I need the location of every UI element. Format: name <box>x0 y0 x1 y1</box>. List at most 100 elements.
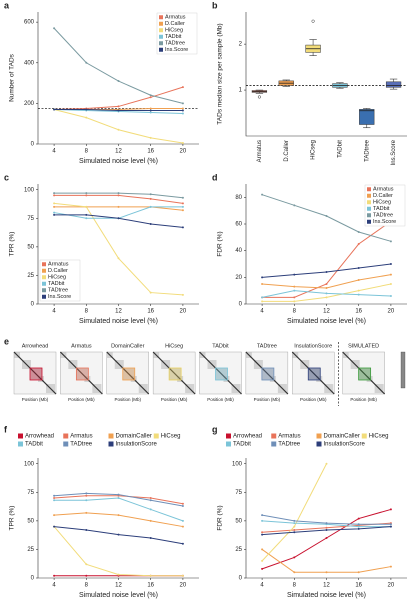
data-point <box>389 240 392 243</box>
x-tick-label: 8 <box>85 583 89 589</box>
data-point <box>85 61 88 64</box>
x-tick-label: 8 <box>85 309 89 315</box>
data-point <box>181 205 184 208</box>
y-axis-label: FDR (%) <box>217 231 224 256</box>
y-tick-label: 75 <box>235 490 242 496</box>
data-point <box>325 296 328 299</box>
map-title: Armatus <box>71 343 92 349</box>
legend-swatch <box>42 294 46 299</box>
map-diagonal <box>199 351 242 395</box>
legend-label: D.Caller <box>165 21 185 27</box>
legend-swatch <box>367 187 371 192</box>
data-point <box>325 529 328 531</box>
axis-line <box>245 458 407 579</box>
data-point <box>181 107 184 110</box>
legend-label: Ins.Score <box>165 47 188 53</box>
data-point <box>53 202 56 205</box>
map-title: SIMULATED <box>348 343 379 349</box>
data-point <box>181 141 184 144</box>
map-highlight <box>307 367 321 381</box>
panel-label: f <box>4 424 8 434</box>
data-point <box>149 519 152 522</box>
legend-label: HiCseg <box>373 200 391 206</box>
data-point <box>53 499 56 502</box>
data-point <box>149 136 152 139</box>
data-point <box>261 283 264 285</box>
map-highlight <box>261 367 275 381</box>
legend-swatch <box>108 433 114 439</box>
data-point <box>293 571 296 574</box>
data-point <box>85 494 88 497</box>
y-tick-label: 0 <box>31 302 35 308</box>
data-point <box>325 522 328 525</box>
data-point <box>53 574 56 577</box>
y-tick-label: 50 <box>27 518 34 524</box>
data-point <box>149 497 152 499</box>
data-point <box>117 80 120 83</box>
data-point <box>53 27 56 30</box>
data-point <box>53 497 56 499</box>
x-tick-label: 20 <box>388 309 395 315</box>
data-point <box>293 289 296 292</box>
y-axis-label: TPR (%) <box>9 506 16 531</box>
legend-label: Armatus <box>278 434 300 440</box>
legend-box <box>39 259 81 302</box>
legend-label: Armatus <box>48 262 69 268</box>
legend-label: TADbit <box>165 34 182 40</box>
legend-label: Ins.Score <box>373 219 396 225</box>
x-tick-label: 4 <box>52 309 56 315</box>
x-tick-label: 20 <box>180 149 187 155</box>
x-tick-label: 20 <box>388 583 395 589</box>
map-title: TADbit <box>212 343 229 349</box>
y-tick-label: 25 <box>27 547 34 553</box>
legend-label: TADbit <box>48 281 65 287</box>
data-point <box>325 215 328 217</box>
data-point <box>389 523 392 526</box>
legend-swatch <box>42 281 46 286</box>
y-tick-label: 50 <box>27 244 34 250</box>
data-point <box>181 542 184 545</box>
data-point <box>149 111 152 114</box>
axis-line <box>245 12 407 137</box>
data-point <box>293 525 296 528</box>
y-tick-label: 25 <box>27 273 34 279</box>
data-point <box>357 523 360 526</box>
data-point <box>85 563 88 566</box>
x-axis-label: Simulated noise level (%) <box>287 592 366 599</box>
panel-label: a <box>4 0 10 10</box>
legend-swatch <box>18 441 23 447</box>
data-point <box>293 522 296 525</box>
data-point <box>261 193 264 196</box>
data-point <box>325 271 328 273</box>
legend-swatch <box>159 21 163 26</box>
legend-label: DomainCaller <box>324 434 360 440</box>
y-tick-label: 600 <box>24 20 35 26</box>
y-tick-label: 40 <box>235 248 242 254</box>
legend-label: Arrowhead <box>233 434 262 440</box>
data-point <box>53 194 56 197</box>
data-point <box>181 102 184 105</box>
data-point <box>357 571 360 574</box>
data-point <box>85 492 88 495</box>
map-diagonal <box>342 351 386 395</box>
data-point <box>117 205 120 208</box>
data-point <box>117 192 120 195</box>
data-point <box>389 273 392 276</box>
legend-label: InsulationScore <box>324 442 366 448</box>
x-tick-label: 8 <box>85 149 89 155</box>
data-point <box>181 505 184 507</box>
box <box>359 109 375 125</box>
data-point <box>85 194 88 197</box>
series-line <box>262 274 391 289</box>
legend-label: DomainCaller <box>116 434 152 440</box>
data-point <box>389 283 392 285</box>
map-diagonal <box>59 351 103 395</box>
x-axis-label: Simulated noise level (%) <box>79 592 158 599</box>
map-highlight <box>215 367 228 381</box>
data-point <box>389 263 392 265</box>
data-point <box>181 519 184 522</box>
data-point <box>293 529 296 531</box>
data-point <box>117 194 120 197</box>
map-title: HiCseg <box>165 343 183 349</box>
data-point <box>181 209 184 212</box>
